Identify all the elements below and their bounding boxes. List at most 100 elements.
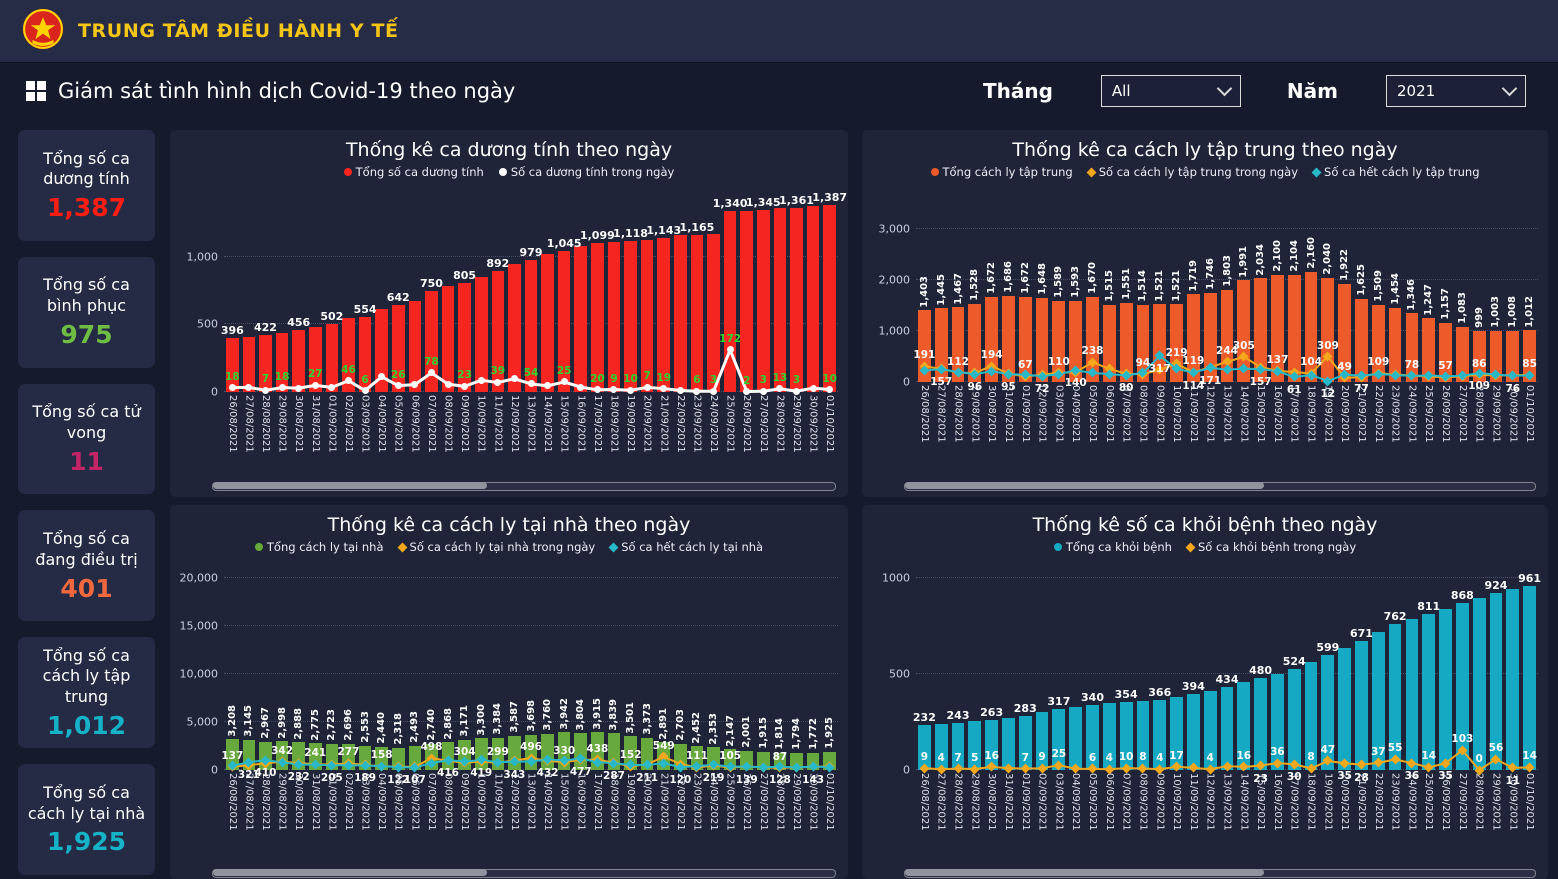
bar-18/09/2021[interactable] — [1304, 271, 1318, 382]
bar-10/09/2021[interactable] — [1170, 697, 1183, 770]
legend-item[interactable]: Tổng cách ly tại nhà — [254, 540, 384, 554]
bar-16/09/2021[interactable] — [1271, 274, 1284, 382]
legend-item[interactable]: Số ca dương tính trong ngày — [498, 165, 674, 179]
bar-11/09/2021[interactable] — [1186, 294, 1200, 382]
bar-17/09/2021[interactable] — [1287, 274, 1301, 382]
bar-25/09/2021[interactable] — [1422, 318, 1436, 382]
bar-12/09/2021[interactable] — [1203, 292, 1217, 382]
bar-08/09/2021[interactable] — [441, 286, 455, 392]
bar-08/09/2021[interactable] — [1136, 700, 1150, 770]
bar-26/09/2021[interactable] — [740, 210, 754, 392]
bar-03/09/2021[interactable] — [358, 317, 372, 392]
bar-04/09/2021[interactable] — [375, 308, 388, 392]
bar-29/09/2021[interactable] — [790, 208, 803, 392]
bar-16/09/2021[interactable] — [1271, 673, 1284, 770]
bar-05/09/2021[interactable] — [1086, 704, 1099, 770]
bar-22/09/2021[interactable] — [1371, 305, 1385, 382]
bar-01/09/2021[interactable] — [325, 324, 339, 392]
bar-31/08/2021[interactable] — [308, 326, 322, 392]
bar-01/10/2021[interactable] — [1523, 330, 1536, 382]
legend-item[interactable]: Số ca cách ly tại nhà trong ngày — [397, 540, 595, 554]
bar-28/09/2021[interactable] — [773, 208, 787, 392]
scrollbar-thumb[interactable] — [213, 482, 487, 489]
bar-05/09/2021[interactable] — [391, 305, 405, 392]
bar-12/09/2021[interactable] — [1203, 690, 1217, 770]
bar-27/08/2021[interactable] — [934, 308, 948, 382]
bar-02/09/2021[interactable] — [1035, 297, 1049, 382]
bar-15/09/2021[interactable] — [557, 250, 571, 392]
bar-28/08/2021[interactable] — [951, 307, 965, 382]
horizontal-scrollbar[interactable] — [904, 482, 1536, 491]
bar-06/09/2021[interactable] — [1102, 703, 1116, 770]
bar-06/09/2021[interactable] — [408, 301, 422, 392]
bar-19/09/2021[interactable] — [1321, 655, 1335, 770]
bar-29/08/2021[interactable] — [968, 304, 982, 382]
bar-26/09/2021[interactable] — [1439, 608, 1452, 770]
bar-23/09/2021[interactable] — [1388, 307, 1402, 382]
bar-13/09/2021[interactable] — [1220, 686, 1234, 770]
bar-01/10/2021[interactable] — [823, 204, 836, 392]
bar-27/09/2021[interactable] — [757, 210, 770, 392]
bar-13/09/2021[interactable] — [524, 259, 538, 392]
year-select[interactable]: 2021 — [1386, 75, 1526, 107]
bar-27/09/2021[interactable] — [1455, 326, 1469, 382]
bar-23/09/2021[interactable] — [1388, 623, 1402, 770]
bar-01/10/2021[interactable] — [1523, 585, 1536, 770]
bar-30/08/2021[interactable] — [985, 296, 999, 382]
bar-14/09/2021[interactable] — [1237, 682, 1251, 770]
bar-12/09/2021[interactable] — [508, 264, 521, 392]
bar-01/09/2021[interactable] — [1018, 715, 1032, 770]
bar-03/09/2021[interactable] — [1052, 709, 1066, 770]
bar-15/09/2021[interactable] — [1254, 677, 1267, 770]
legend-item[interactable]: Số ca khỏi bệnh trong ngày — [1185, 540, 1356, 554]
bar-30/08/2021[interactable] — [985, 719, 999, 770]
bar-25/09/2021[interactable] — [1422, 614, 1436, 770]
bar-09/09/2021[interactable] — [1153, 699, 1167, 770]
bar-30/08/2021[interactable] — [292, 330, 305, 392]
bar-09/09/2021[interactable] — [458, 283, 471, 392]
bar-26/09/2021[interactable] — [1439, 323, 1452, 382]
legend-item[interactable]: Tổng ca khỏi bệnh — [1053, 540, 1172, 554]
bar-20/09/2021[interactable] — [640, 239, 654, 392]
bar-15/09/2021[interactable] — [1254, 278, 1267, 382]
bar-04/09/2021[interactable] — [1069, 706, 1083, 770]
bar-07/09/2021[interactable] — [1119, 702, 1133, 770]
scrollbar-thumb[interactable] — [213, 869, 487, 876]
bar-18/09/2021[interactable] — [1304, 662, 1318, 770]
bar-27/08/2021[interactable] — [242, 336, 256, 392]
bar-08/09/2021[interactable] — [1136, 304, 1150, 382]
bar-21/09/2021[interactable] — [1355, 641, 1368, 770]
bar-26/08/2021[interactable] — [226, 338, 239, 392]
bar-29/09/2021[interactable] — [1489, 330, 1503, 382]
bar-04/09/2021[interactable] — [1069, 300, 1083, 382]
bar-29/09/2021[interactable] — [1489, 592, 1503, 770]
bar-27/08/2021[interactable] — [934, 724, 948, 770]
bar-27/09/2021[interactable] — [1455, 603, 1469, 770]
bar-29/08/2021[interactable] — [968, 721, 982, 770]
bar-11/09/2021[interactable] — [491, 271, 505, 392]
legend-item[interactable]: Tổng cách ly tập trung — [930, 165, 1073, 179]
bar-10/09/2021[interactable] — [474, 276, 488, 392]
bar-30/09/2021[interactable] — [806, 205, 820, 392]
horizontal-scrollbar[interactable] — [212, 869, 836, 878]
bar-28/08/2021[interactable] — [259, 334, 272, 392]
bar-26/08/2021[interactable] — [918, 725, 931, 770]
bar-17/09/2021[interactable] — [591, 243, 604, 392]
bar-21/09/2021[interactable] — [657, 237, 671, 392]
bar-18/09/2021[interactable] — [607, 242, 621, 392]
bar-31/08/2021[interactable] — [1002, 296, 1015, 382]
legend-item[interactable]: Số ca hết cách ly tại nhà — [608, 540, 763, 554]
bar-28/09/2021[interactable] — [1472, 331, 1486, 382]
bar-20/09/2021[interactable] — [1338, 648, 1352, 770]
horizontal-scrollbar[interactable] — [212, 482, 836, 491]
bar-23/09/2021[interactable] — [690, 234, 704, 392]
bar-09/09/2021[interactable] — [1153, 304, 1167, 382]
horizontal-scrollbar[interactable] — [904, 869, 1536, 878]
bar-16/09/2021[interactable] — [574, 246, 588, 392]
bar-21/09/2021[interactable] — [1355, 299, 1368, 382]
bar-20/09/2021[interactable] — [1338, 283, 1352, 382]
bar-19/09/2021[interactable] — [624, 240, 637, 392]
bar-22/09/2021[interactable] — [1371, 632, 1385, 770]
bar-01/09/2021[interactable] — [1018, 296, 1032, 382]
bar-30/09/2021[interactable] — [1506, 588, 1520, 770]
